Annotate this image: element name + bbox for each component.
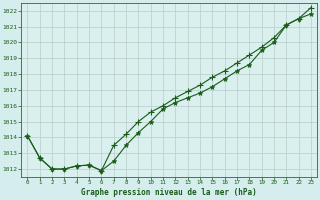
X-axis label: Graphe pression niveau de la mer (hPa): Graphe pression niveau de la mer (hPa) (81, 188, 257, 197)
